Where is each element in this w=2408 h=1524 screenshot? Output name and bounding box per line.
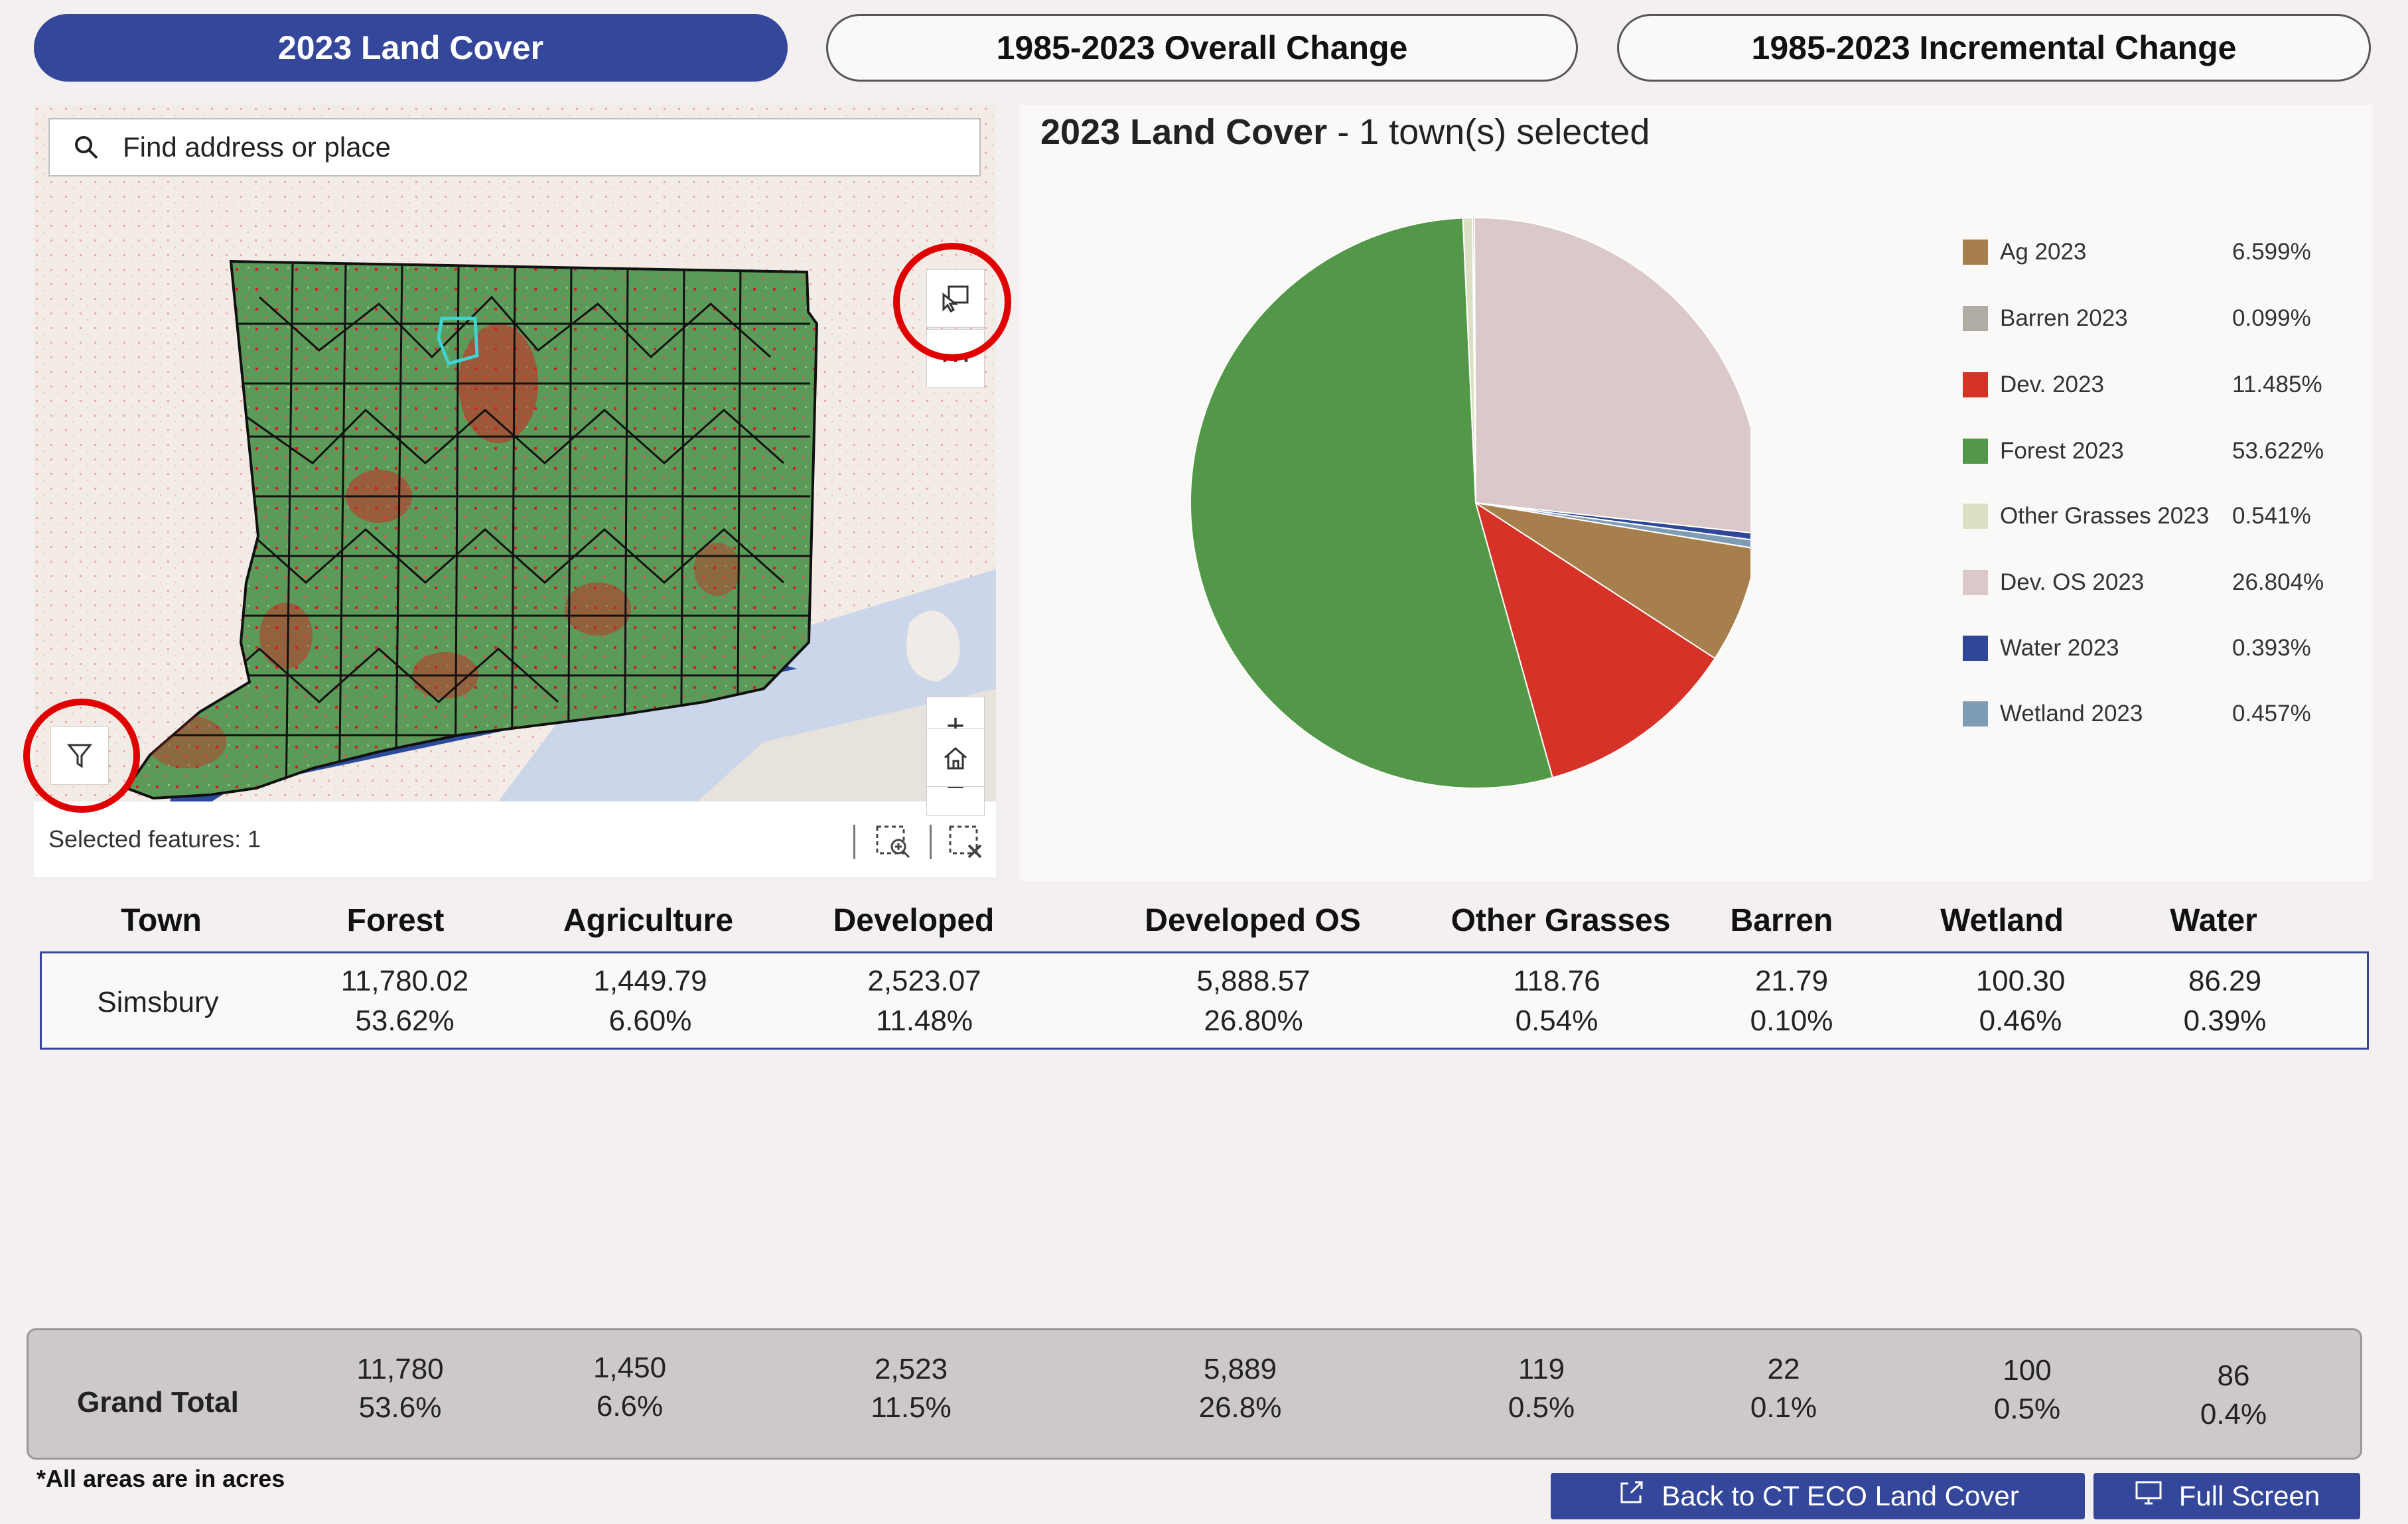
legend-swatch — [1963, 306, 1988, 331]
cell-water: 86.29 0.39% — [2183, 965, 2267, 1037]
search-box[interactable]: Find address or place — [48, 118, 981, 176]
land-cover-pie-chart[interactable] — [1021, 171, 1750, 835]
legend-swatch — [1963, 240, 1988, 265]
col-header-water: Water — [2170, 903, 2257, 938]
selected-features-count: Selected features: 1 — [48, 825, 261, 853]
total-other-grasses: 119 0.5% — [1508, 1353, 1575, 1424]
col-header-developed-os: Developed OS — [1145, 903, 1361, 938]
cell-wetland: 100.30 0.46% — [1975, 965, 2066, 1037]
zoom-to-selection-icon[interactable] — [873, 821, 913, 865]
legend-item-other-grasses-2023[interactable]: Other Grasses 2023 0.541% — [1963, 496, 2361, 536]
pie-slice-dev-os-2023[interactable] — [1473, 217, 1750, 534]
legend-item-forest-2023[interactable]: Forest 2023 53.622% — [1963, 431, 2361, 471]
pie-slice-ag-2023[interactable] — [1475, 502, 1750, 659]
legend-item-wetland-2023[interactable]: Wetland 2023 0.457% — [1963, 694, 2361, 734]
full-screen-button[interactable]: Full Screen — [2093, 1473, 2360, 1519]
grand-total-row: Grand Total 11,780 53.6% 1,450 6.6% 2,523 1… — [27, 1328, 2362, 1460]
cell-developed: 2,523.07 11.48% — [867, 965, 981, 1037]
total-water: 86 0.4% — [2200, 1359, 2267, 1430]
total-forest: 11,780 53.6% — [356, 1353, 444, 1424]
cell-developed-os: 5,888.57 26.80% — [1196, 965, 1310, 1037]
home-icon — [944, 747, 967, 770]
tab-1985-2023-incremental-change[interactable]: 1985-2023 Incremental Change — [1617, 14, 2371, 82]
home-button[interactable] — [926, 728, 985, 787]
legend-value: 11.485% — [2232, 372, 2322, 397]
status-bar: Selected features: 1 — [34, 801, 996, 877]
legend-value: 0.393% — [2232, 635, 2311, 661]
grand-total-label: Grand Total — [77, 1386, 239, 1419]
col-header-agriculture: Agriculture — [563, 903, 734, 938]
legend-item-dev-os-2023[interactable]: Dev. OS 2023 26.804% — [1963, 563, 2361, 602]
external-link-icon — [1616, 1478, 1646, 1514]
legend-label: Wetland 2023 — [2000, 701, 2143, 727]
legend-swatch — [1963, 570, 1988, 595]
total-agriculture: 1,450 6.6% — [593, 1351, 667, 1422]
legend-label: Dev. 2023 — [2000, 372, 2104, 397]
legend-value: 0.541% — [2232, 503, 2311, 529]
search-input[interactable]: Find address or place — [123, 131, 391, 163]
legend-label: Barren 2023 — [2000, 305, 2128, 331]
clear-selection-icon[interactable] — [946, 821, 986, 865]
legend-value: 6.599% — [2232, 239, 2311, 265]
legend-value: 26.804% — [2232, 569, 2324, 595]
back-to-ct-eco-label: Back to CT ECO Land Cover — [1662, 1480, 2019, 1511]
status-divider — [930, 825, 932, 859]
chart-title: 2023 Land Cover - 1 town(s) selected — [1040, 111, 1650, 153]
cell-barren: 21.79 0.10% — [1750, 965, 1833, 1037]
legend-label: Dev. OS 2023 — [2000, 569, 2145, 595]
highlight-circle-filter — [23, 699, 140, 813]
tab-2023-land-cover[interactable]: 2023 Land Cover — [34, 14, 788, 82]
total-barren: 22 0.1% — [1750, 1353, 1817, 1424]
legend-label: Forest 2023 — [2000, 438, 2124, 464]
cell-agriculture: 1,449.79 6.60% — [593, 965, 707, 1037]
legend-swatch — [1963, 701, 1988, 727]
chart-title-main: 2023 Land Cover — [1040, 112, 1328, 152]
full-screen-label: Full Screen — [2178, 1480, 2320, 1511]
connecticut-town-map[interactable] — [34, 105, 996, 801]
map-canvas[interactable] — [34, 105, 996, 801]
legend-item-ag-2023[interactable]: Ag 2023 6.599% — [1963, 232, 2361, 272]
cell-forest: 11,780.02 53.62% — [340, 965, 469, 1037]
tab-1985-2023-overall-change[interactable]: 1985-2023 Overall Change — [826, 14, 1578, 82]
monitor-icon — [2134, 1478, 2163, 1514]
pie-slice-forest-2023[interactable] — [1190, 217, 1554, 789]
col-header-barren: Barren — [1730, 903, 1833, 938]
col-header-developed: Developed — [833, 903, 995, 938]
legend-label: Water 2023 — [2000, 635, 2119, 661]
legend-swatch — [1963, 439, 1988, 464]
legend-swatch — [1963, 372, 1988, 397]
col-header-other-grasses: Other Grasses — [1451, 903, 1671, 938]
pie-slice-dev-2023[interactable] — [1474, 501, 1716, 779]
chart-title-suffix: - 1 town(s) selected — [1327, 112, 1650, 152]
search-icon — [50, 133, 123, 162]
highlight-circle-select — [893, 243, 1011, 361]
status-divider — [853, 825, 855, 859]
col-header-wetland: Wetland — [1940, 903, 2064, 938]
total-developed-os: 5,889 26.8% — [1198, 1353, 1282, 1424]
legend-label: Ag 2023 — [2000, 239, 2087, 265]
back-to-ct-eco-button[interactable]: Back to CT ECO Land Cover — [1551, 1473, 2085, 1519]
footnote: *All areas are in acres — [36, 1465, 285, 1492]
pie-slice-barren-2023[interactable] — [1472, 217, 1476, 504]
cell-other-grasses: 118.76 0.54% — [1513, 965, 1600, 1037]
map-panel: Find address or place ··· + − Selected f… — [34, 105, 1011, 877]
legend-label: Other Grasses 2023 — [2000, 503, 2210, 529]
legend-item-barren-2023[interactable]: Barren 2023 0.099% — [1963, 299, 2361, 338]
legend-item-dev-2023[interactable]: Dev. 2023 11.485% — [1963, 365, 2361, 405]
total-wetland: 100 0.5% — [1993, 1354, 2061, 1425]
col-header-town: Town — [121, 903, 202, 938]
legend-swatch — [1963, 504, 1988, 529]
table-row[interactable]: Simsbury 11,780.02 53.62% 1,449.79 6.60% 2… — [40, 951, 2369, 1050]
legend-value: 0.099% — [2232, 305, 2311, 331]
legend-item-water-2023[interactable]: Water 2023 0.393% — [1963, 628, 2361, 668]
total-developed: 2,523 11.5% — [871, 1353, 952, 1424]
cell-town: Simsbury — [97, 986, 219, 1018]
legend-value: 0.457% — [2232, 701, 2311, 727]
legend-value: 53.622% — [2232, 438, 2324, 464]
chart-panel: 2023 Land Cover - 1 town(s) selected Ag … — [1021, 105, 2372, 881]
col-header-forest: Forest — [346, 903, 445, 938]
legend-swatch — [1963, 636, 1988, 661]
